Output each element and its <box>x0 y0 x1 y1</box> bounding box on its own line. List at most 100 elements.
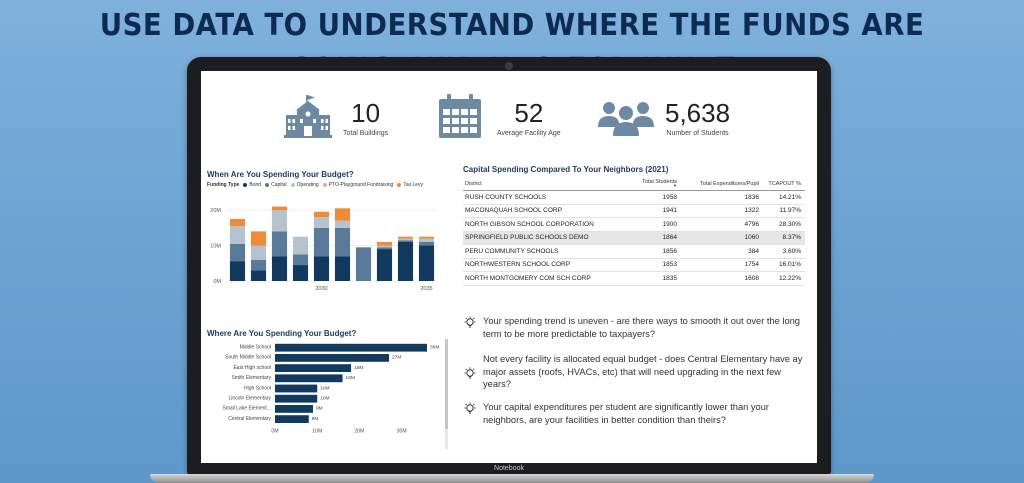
column-header-label: District <box>465 180 482 187</box>
table-row[interactable]: SPRINGFIELD PUBLIC SCHOOLS DEMO 1864 1060 8… <box>463 231 805 245</box>
neighbors-table: District Total Students ▼ Total Expenditu… <box>463 177 805 286</box>
category-label: Small Lake Element... <box>222 406 271 412</box>
table-row[interactable]: NORTH MONTGOMERY COM SCH CORP 1835 1608 12.… <box>463 272 805 286</box>
table-cell: 1958 <box>662 193 677 201</box>
when-chart-legend: Funding Type Bond Capital Operating PTO-… <box>207 182 423 188</box>
y-tick-label: 10M <box>210 244 221 250</box>
bar[interactable] <box>275 374 343 383</box>
category-label: Middle School <box>240 345 271 351</box>
bar[interactable] <box>275 405 313 413</box>
column-header-district[interactable]: District <box>463 181 613 187</box>
value-label: 8M <box>312 416 319 422</box>
column-header-total-students[interactable]: Total Students ▼ <box>613 179 677 188</box>
bar[interactable] <box>275 343 427 352</box>
legend-item-operating[interactable]: Operating <box>290 182 319 188</box>
bar-segment-tax-levy[interactable] <box>397 236 414 239</box>
bar-segment-capital[interactable] <box>313 227 330 257</box>
legend-item-bond[interactable]: Bond <box>243 182 261 188</box>
bar-segment-bond[interactable] <box>250 270 267 281</box>
bar-segment-tax-levy[interactable] <box>229 218 246 227</box>
bar[interactable] <box>275 415 309 423</box>
table-cell: SPRINGFIELD PUBLIC SCHOOLS DEMO <box>465 234 589 242</box>
bar-segment-tax-levy[interactable] <box>313 211 330 218</box>
bar-segment-bond[interactable] <box>397 242 414 281</box>
neighbors-table-title: Capital Spending Compared To Your Neighb… <box>463 165 669 174</box>
table-row[interactable]: RUSH COUNTY SCHOOLS 1958 1836 14.21% <box>463 191 805 205</box>
bar-segment-operating[interactable] <box>397 238 414 241</box>
bar-segment-tax-levy[interactable] <box>250 231 267 246</box>
bar[interactable] <box>275 354 389 362</box>
bar-segment-capital[interactable] <box>229 243 246 262</box>
legend-item-capital[interactable]: Capital <box>265 182 287 188</box>
table-cell: RUSH COUNTY SCHOOLS <box>465 193 547 201</box>
bar-segment-capital[interactable] <box>397 240 414 242</box>
sort-descending-icon: ▼ <box>673 183 677 188</box>
lightbulb-icon <box>464 316 476 328</box>
bar-segment-operating[interactable] <box>229 226 246 244</box>
table-cell: 1864 <box>662 234 677 242</box>
legend-swatch <box>290 183 295 187</box>
bar[interactable] <box>275 394 318 403</box>
table-cell: 1836 <box>744 193 759 201</box>
bar-segment-bond[interactable] <box>292 265 309 281</box>
table-row[interactable]: PERU COMMUNITY SCHOOLS 1856 384 3.60% <box>463 245 805 259</box>
bar-segment-capital[interactable] <box>376 247 393 250</box>
where-spending-horizontal-bar-chart: Middle School 36M South Middle School 27M Ea… <box>222 343 439 435</box>
table-row[interactable]: NORTH GIBSON SCHOOL CORPORATION 1900 4796 2… <box>463 218 805 232</box>
bar-segment-bond[interactable] <box>229 261 246 282</box>
kpi-value: 10 <box>351 97 381 128</box>
bar-segment-bond[interactable] <box>376 249 393 281</box>
x-tick-label: 0M <box>271 429 278 435</box>
where-chart-scrollbar[interactable] <box>445 339 448 449</box>
scrollbar-thumb[interactable] <box>445 339 448 429</box>
legend-item-tax-levy[interactable]: Tax Levy <box>397 182 423 188</box>
when-spending-stacked-bar-chart: 0M 10M 20M 2030 2035 <box>210 206 437 292</box>
table-cell: 384 <box>748 247 759 255</box>
bar-segment-capital[interactable] <box>250 259 267 271</box>
table-cell: 16.01% <box>778 261 801 269</box>
bar-segment-operating[interactable] <box>418 238 435 242</box>
bar-segment-bond[interactable] <box>334 256 351 281</box>
bar-segment-operating[interactable] <box>376 245 393 248</box>
bar-segment-tax-levy[interactable] <box>334 208 351 221</box>
bar-segment-capital[interactable] <box>355 247 372 281</box>
table-row[interactable]: MACONAQUAH SCHOOL CORP 1941 1322 11.97% <box>463 205 805 218</box>
x-tick-label: 30M <box>397 429 407 435</box>
bar-segment-bond[interactable] <box>313 256 330 281</box>
bar[interactable] <box>275 384 318 393</box>
legend-swatch <box>397 183 402 187</box>
kpi-average-facility-age: 52 Average Facility Age <box>437 88 561 146</box>
legend-title: Funding Type <box>207 182 240 188</box>
bar-segment-capital[interactable] <box>418 242 435 246</box>
x-tick-label: 20M <box>354 429 364 435</box>
table-cell: 1754 <box>744 261 759 269</box>
bar-segment-operating[interactable] <box>292 236 309 255</box>
legend-item-pto[interactable]: PTO-Playground Fundraising <box>322 182 393 188</box>
column-header-expenditures[interactable]: Total Expenditures/Pupil <box>677 181 759 187</box>
insight-text: Your spending trend is uneven - are ther… <box>483 316 800 339</box>
bar-segment-capital[interactable] <box>292 254 309 266</box>
column-header-tcapout[interactable]: TCAPOUT % <box>759 181 803 187</box>
table-row[interactable]: NORTHWESTERN SCHOOL CORP 1853 1754 16.01% <box>463 259 805 272</box>
table-header-row: District Total Students ▼ Total Expenditu… <box>463 177 805 191</box>
table-cell: 8.37% <box>782 234 801 242</box>
x-tick-label: 2030 <box>315 286 327 292</box>
table-cell: 11.97% <box>779 207 801 215</box>
bar-segment-bond[interactable] <box>271 256 288 281</box>
bar-segment-operating[interactable] <box>250 245 267 260</box>
table-cell: 1856 <box>662 247 677 255</box>
bar-segment-tax-levy[interactable] <box>271 206 288 211</box>
kpi-value: 5,638 <box>665 97 731 128</box>
bar-segment-operating[interactable] <box>334 220 351 228</box>
bar-segment-capital[interactable] <box>271 231 288 257</box>
value-label: 27M <box>392 355 401 361</box>
bar-segment-tax-levy[interactable] <box>376 242 393 246</box>
bar-segment-tax-levy[interactable] <box>418 236 435 239</box>
bar-segment-bond[interactable] <box>418 245 435 281</box>
bar[interactable] <box>275 364 351 372</box>
insight-text: Your capital expenditures per student ar… <box>483 402 769 425</box>
kpi-label: Number of Students <box>666 129 729 137</box>
bar-segment-operating[interactable] <box>313 217 330 228</box>
bar-segment-capital[interactable] <box>334 227 351 257</box>
bar-segment-operating[interactable] <box>271 210 288 232</box>
